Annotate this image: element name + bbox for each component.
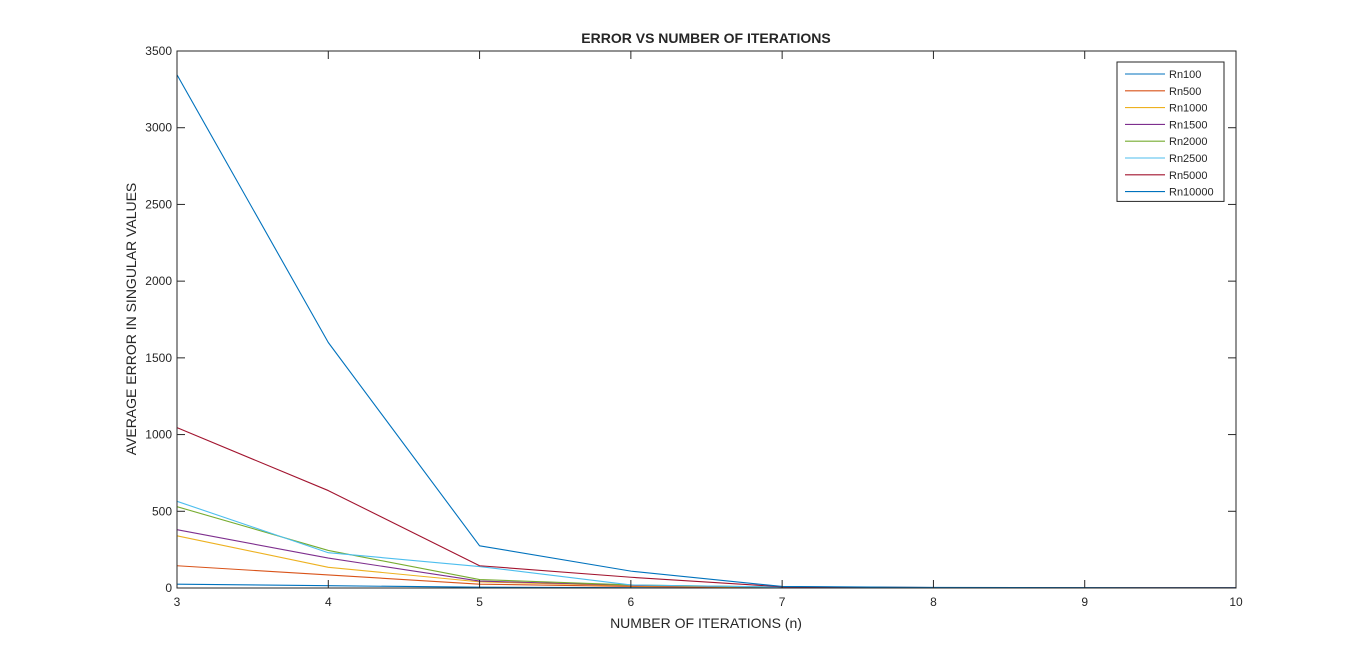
x-tick-label: 6 <box>628 595 635 609</box>
y-tick-label: 0 <box>165 581 172 595</box>
legend-label-rn10000: Rn10000 <box>1169 187 1214 199</box>
legend-label-rn100: Rn100 <box>1169 69 1201 81</box>
axes <box>176 50 1237 589</box>
legend-label-rn1000: Rn1000 <box>1169 103 1208 115</box>
y-tick-label: 3000 <box>145 121 172 135</box>
y-tick-label: 3500 <box>145 44 172 58</box>
x-tick-label: 7 <box>779 595 786 609</box>
legend-label-rn2500: Rn2500 <box>1169 153 1208 165</box>
x-axis-title: NUMBER OF ITERATIONS (n) <box>610 615 802 631</box>
x-tick-label: 10 <box>1229 595 1243 609</box>
legend-label-rn1500: Rn1500 <box>1169 119 1208 131</box>
y-tick-label: 2000 <box>145 274 172 288</box>
legend-label-rn5000: Rn5000 <box>1169 170 1208 182</box>
y-tick-label: 500 <box>152 504 172 518</box>
axes-box <box>176 50 1237 589</box>
legend: Rn100 Rn500 Rn1000 Rn1500 Rn2000 Rn2500 Rn5000… <box>1116 61 1225 202</box>
chart-title: ERROR VS NUMBER OF ITERATIONS <box>581 30 830 46</box>
y-tick-label: 2500 <box>145 197 172 211</box>
ticks: 3 4 5 6 7 8 9 10 0 500 1000 1500 2000 2500 3000 3500 <box>145 44 1243 609</box>
plot-area <box>177 51 1236 588</box>
y-axis-title: AVERAGE ERROR IN SINGULAR VALUES <box>123 183 139 456</box>
x-tick-label: 3 <box>174 595 181 609</box>
x-tick-label: 5 <box>476 595 483 609</box>
x-tick-label: 8 <box>930 595 937 609</box>
y-tick-label: 1500 <box>145 351 172 365</box>
x-tick-label: 4 <box>325 595 332 609</box>
series-layer <box>176 74 1237 589</box>
x-tick-label: 9 <box>1081 595 1088 609</box>
legend-label-rn500: Rn500 <box>1169 86 1201 98</box>
y-tick-label: 1000 <box>145 428 172 442</box>
legend-label-rn2000: Rn2000 <box>1169 136 1208 148</box>
legend-box <box>1116 61 1225 202</box>
